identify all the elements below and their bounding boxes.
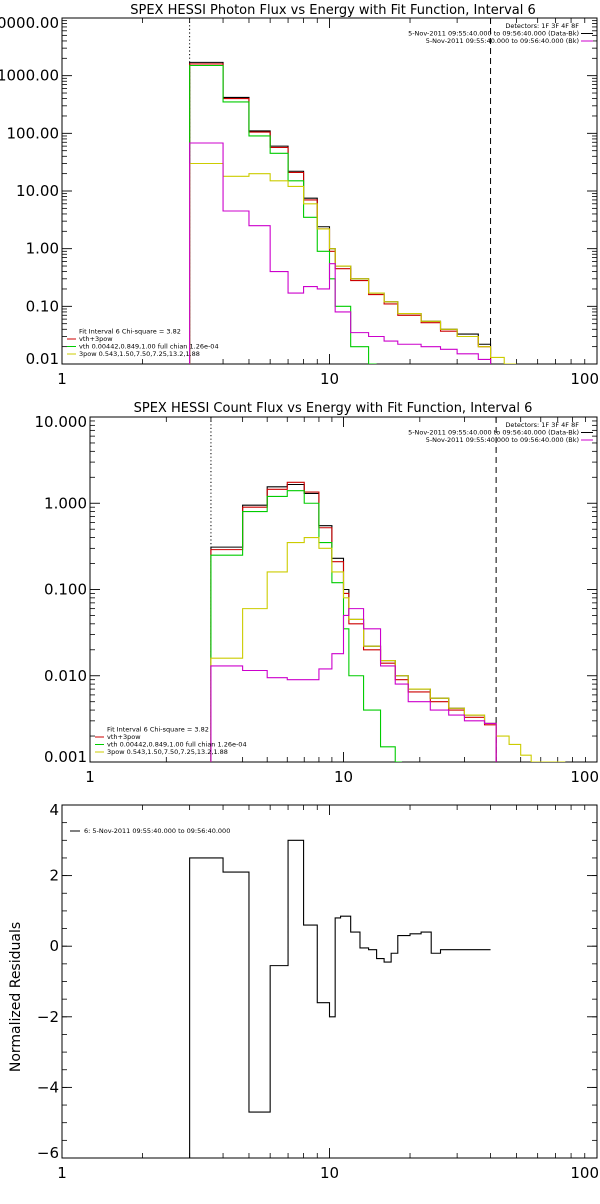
count-flux-legend-text: 5-Nov-2011 09:55:40.000 to 09:56:40.000 … xyxy=(426,436,579,444)
count-flux-series-group xyxy=(210,481,566,762)
count-flux-series-0 xyxy=(210,483,497,762)
count-flux-fit-legend-text: Fit Interval 6 Chi-square = 3.82 xyxy=(107,726,209,734)
photon-flux-legend-text: 5-Nov-2011 09:55:40.000 to 09:56:40.000 … xyxy=(408,30,579,38)
count-flux-y-tick-label: 10.000 xyxy=(35,413,88,431)
count-flux-fit-legend-text: vth 0.00442,0.849,1.00 full chian 1.26e-… xyxy=(107,741,247,749)
photon-flux-series-0 xyxy=(189,61,492,364)
photon-flux-plot-frame xyxy=(61,17,598,365)
photon-flux-x-tick-label: 10 xyxy=(320,370,339,388)
photon-flux-y-tick-label: 0.01 xyxy=(26,350,59,368)
photon-flux-y-tick-label: 1000.00 xyxy=(0,67,59,85)
count-flux-series-4 xyxy=(210,608,497,762)
count-flux-y-tick-label: 1.000 xyxy=(44,494,87,512)
photon-flux-series-1 xyxy=(189,63,492,364)
photon-flux-series-group xyxy=(189,61,517,364)
count-flux-y-tick-label: 0.100 xyxy=(44,581,87,599)
residuals-y-tick-label: 4 xyxy=(49,801,59,819)
photon-flux-fit-legend-text: 3pow 0.543,1.50,7.50,7.25,13.2,1.88 xyxy=(79,350,200,358)
residuals-y-tick-label: −2 xyxy=(37,1008,59,1026)
count-flux-panel: SPEX HESSI Count Flux vs Energy with Fit… xyxy=(35,401,600,786)
residuals-series-group xyxy=(189,839,491,1158)
photon-flux-y-tick-label: 1.00 xyxy=(26,240,59,258)
photon-flux-series-2 xyxy=(189,64,377,364)
photon-flux-x-tick-label: 1 xyxy=(57,370,67,388)
photon-flux-legend-text: 5-Nov-2011 09:55:40.000 to 09:56:40.000 … xyxy=(426,37,579,45)
photon-flux-legend-text: Detectors: 1F 3F 4F 8F xyxy=(505,22,579,30)
residuals-plot-frame xyxy=(61,804,598,1159)
residuals-x-tick-label: 100 xyxy=(570,1164,599,1182)
residuals-x-tick-label: 1 xyxy=(57,1164,67,1182)
count-flux-y-tick-label: 0.010 xyxy=(44,667,87,685)
photon-flux-fit-legend-text: vth+3pow xyxy=(79,335,113,343)
photon-flux-panel: SPEX HESSI Photon Flux vs Energy with Fi… xyxy=(0,3,599,388)
count-flux-series-2 xyxy=(210,490,402,762)
residuals-y-tick-label: 0 xyxy=(49,937,59,955)
residuals-ylabel: Normalized Residuals xyxy=(8,922,24,1072)
residuals-legend-text: 6: 5-Nov-2011 09:55:40.000 to 09:56:40.0… xyxy=(84,827,230,835)
residuals-y-tick-label: −6 xyxy=(37,1144,59,1162)
photon-flux-series-4 xyxy=(189,142,492,364)
count-flux-title: SPEX HESSI Count Flux vs Energy with Fit… xyxy=(134,401,533,416)
photon-flux-y-tick-label: 0.10 xyxy=(26,297,59,315)
photon-flux-series-3 xyxy=(189,162,517,364)
residuals-x-tick-label: 10 xyxy=(320,1164,339,1182)
count-flux-legend-text: 5-Nov-2011 09:55:40.000 to 09:56:40.000 … xyxy=(408,429,579,437)
photon-flux-y-tick-label: 100.00 xyxy=(7,124,60,142)
count-flux-x-tick-label: 10 xyxy=(334,768,353,786)
photon-flux-fit-legend-text: Fit Interval 6 Chi-square = 3.82 xyxy=(79,328,181,336)
photon-flux-x-tick-label: 100 xyxy=(570,370,599,388)
count-flux-y-tick-label: 0.001 xyxy=(44,748,87,766)
photon-flux-fit-legend-text: vth 0.00442,0.849,1.00 full chian 1.26e-… xyxy=(79,343,219,351)
count-flux-x-tick-label: 100 xyxy=(570,768,599,786)
count-flux-fit-legend-text: 3pow 0.543,1.50,7.50,7.25,13.2,1.88 xyxy=(107,748,228,756)
count-flux-fit-legend-text: vth+3pow xyxy=(107,733,141,741)
residuals-y-tick-label: −4 xyxy=(37,1078,59,1096)
count-flux-legend-text: Detectors: 1F 3F 4F 8F xyxy=(505,421,579,429)
photon-flux-y-tick-label: 10000.00 xyxy=(0,14,59,32)
residuals-series-0 xyxy=(189,839,491,1158)
photon-flux-y-tick-label: 10.00 xyxy=(16,182,59,200)
count-flux-series-1 xyxy=(210,481,497,762)
residuals-y-tick-label: 2 xyxy=(49,867,59,885)
photon-flux-title: SPEX HESSI Photon Flux vs Energy with Fi… xyxy=(130,3,536,18)
residuals-panel: Normalized Residuals 1 10 100 −6 −4 −2 0 2 4 6: 5… xyxy=(8,801,599,1182)
count-flux-x-tick-label: 1 xyxy=(85,768,95,786)
count-flux-series-3 xyxy=(210,537,566,762)
